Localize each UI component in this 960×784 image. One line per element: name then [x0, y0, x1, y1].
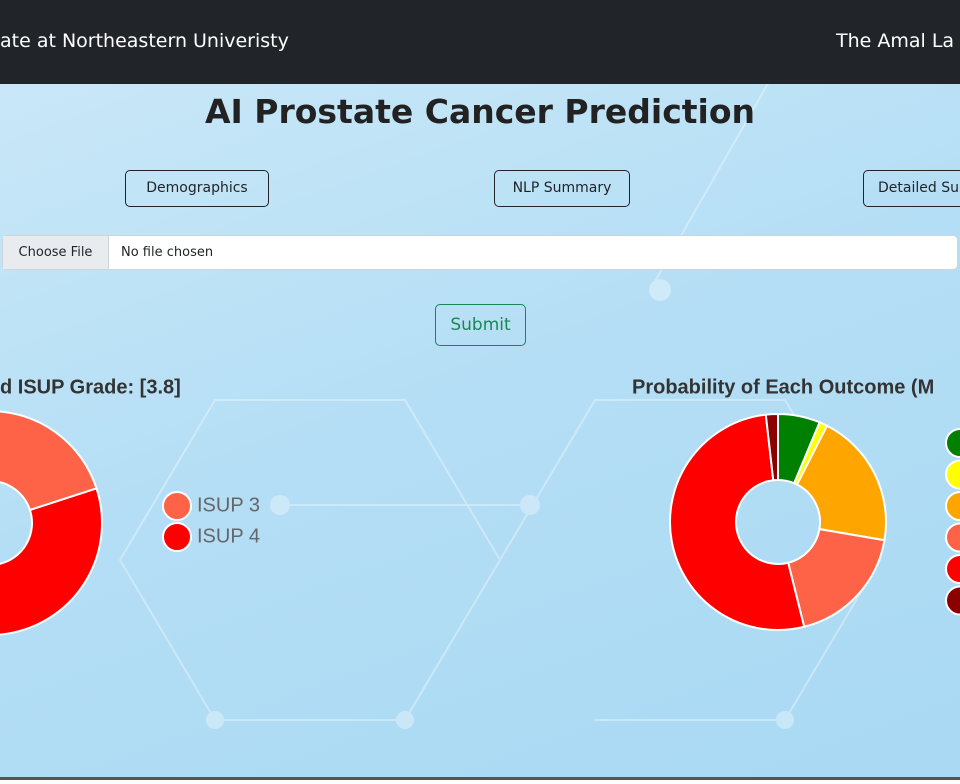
chart-title: d ISUP Grade: [3.8] [0, 376, 181, 398]
donut-slice [0, 410, 98, 512]
bottom-border [0, 777, 960, 780]
file-status: No file chosen [121, 245, 214, 260]
legend-swatch [945, 522, 960, 553]
nlp-summary-button[interactable]: NLP Summary [494, 170, 630, 207]
legend-swatch [162, 522, 192, 552]
nav-brand[interactable]: ate at Northeastern Univeristy [0, 30, 289, 52]
legend-label: ISUP 3 [197, 494, 260, 516]
legend-swatch [945, 585, 960, 616]
navbar: ate at Northeastern Univeristy The Amal … [0, 0, 960, 84]
legend-swatch [945, 554, 960, 584]
page-title: AI Prostate Cancer Prediction [204, 92, 756, 131]
legend-swatch [945, 459, 960, 490]
detailed-summary-button[interactable]: Detailed Su [863, 170, 960, 207]
chart-title: Probability of Each Outcome (M [632, 376, 934, 398]
file-input[interactable]: Choose File No file chosen [2, 235, 958, 270]
legend-swatch [945, 428, 960, 458]
donut-slice [0, 487, 103, 636]
demographics-button[interactable]: Demographics [125, 170, 269, 207]
choose-file-button[interactable]: Choose File [3, 236, 109, 269]
submit-button[interactable]: Submit [435, 304, 526, 346]
legend-swatch [945, 491, 960, 521]
legend-swatch [162, 491, 192, 521]
legend-label: ISUP 4 [197, 525, 260, 547]
donut-slice [669, 413, 806, 631]
nav-link[interactable]: The Amal La [836, 30, 955, 52]
donut-slice [795, 424, 887, 542]
donut-slice [786, 527, 886, 628]
donut-slice [764, 412, 779, 482]
